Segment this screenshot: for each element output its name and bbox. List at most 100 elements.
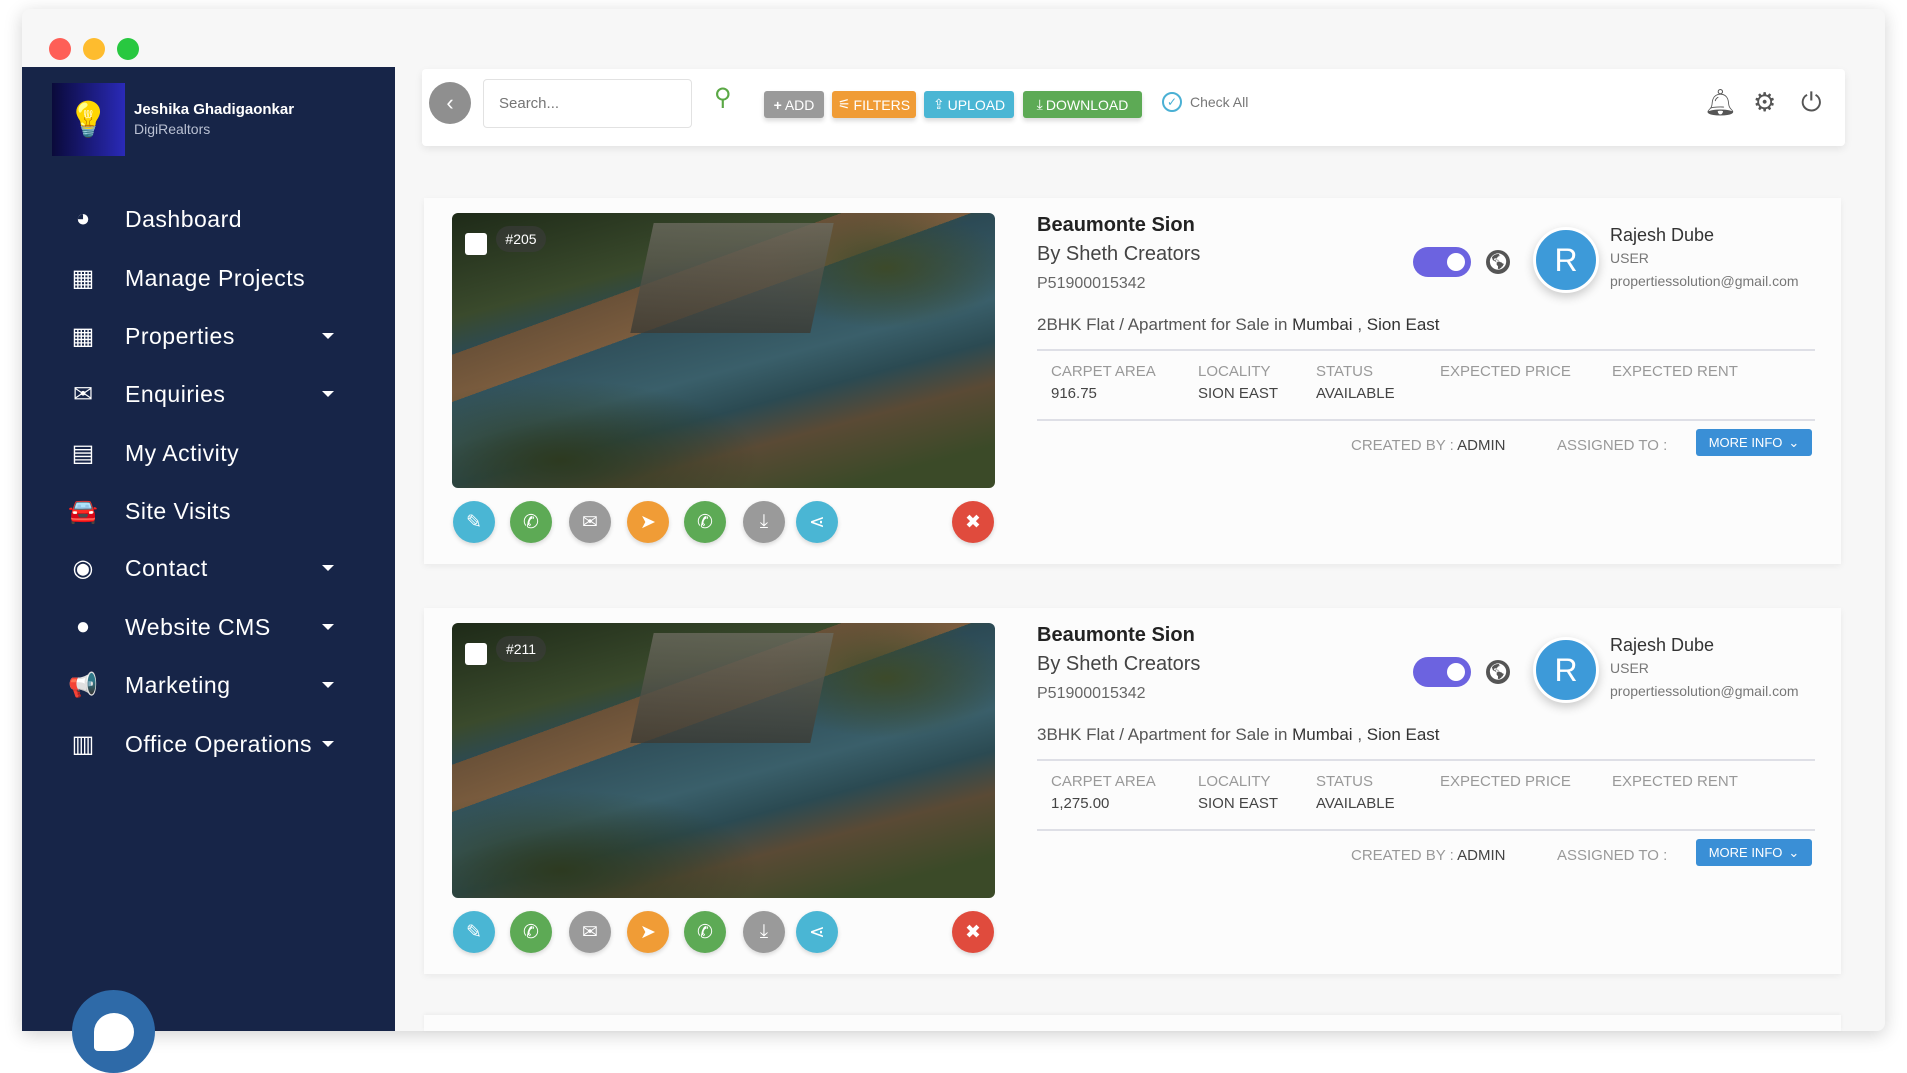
col-locality: LOCALITY	[1198, 363, 1271, 380]
caret-down-icon	[322, 333, 334, 339]
download-label: DOWNLOAD	[1045, 96, 1129, 113]
chat-button[interactable]	[72, 990, 155, 1073]
divider	[1037, 829, 1815, 831]
globe-icon: ●	[75, 613, 91, 640]
sidebar-item-website-cms[interactable]: ● Website CMS	[22, 607, 395, 647]
download-button[interactable]: ⤓ DOWNLOAD	[1023, 91, 1142, 118]
assigned-to-label: ASSIGNED TO :	[1557, 437, 1668, 454]
caret-down-icon	[322, 565, 334, 571]
col-expected-rent: EXPECTED RENT	[1612, 363, 1738, 380]
locality-value: SION EAST	[1198, 795, 1279, 812]
add-button[interactable]: + ADD	[764, 91, 824, 118]
envelope-icon: ✉	[582, 511, 598, 533]
property-image[interactable]: #205	[452, 213, 995, 488]
sidebar-item-marketing[interactable]: 📢 Marketing	[22, 665, 395, 705]
sidebar-item-site-visits[interactable]: 🚘 Site Visits	[22, 491, 395, 531]
sidebar-item-contact[interactable]: ◉ Contact	[22, 548, 395, 588]
listing-id-badge: #205	[496, 226, 546, 252]
filters-icon: ⚟	[837, 96, 851, 112]
sidebar-item-my-activity[interactable]: ▤ My Activity	[22, 433, 395, 473]
email-button[interactable]: ✉	[569, 911, 611, 953]
edit-button[interactable]: ✎	[453, 911, 495, 953]
select-checkbox[interactable]	[465, 233, 487, 255]
edit-button[interactable]: ✎	[453, 501, 495, 543]
whatsapp-button[interactable]: ✆	[684, 501, 726, 543]
caret-down-icon	[322, 624, 334, 630]
col-status: STATUS	[1316, 773, 1373, 790]
minimize-window-button[interactable]	[83, 38, 105, 60]
sidebar-item-dashboard[interactable]: ◕ Dashboard	[22, 199, 395, 239]
envelope-icon: ✉	[582, 921, 598, 943]
whatsapp-button[interactable]: ✆	[684, 911, 726, 953]
sidebar-item-label: Enquiries	[125, 380, 226, 407]
divider	[1037, 759, 1815, 761]
col-expected-rent: EXPECTED RENT	[1612, 773, 1738, 790]
send-button[interactable]: ➤	[627, 501, 669, 543]
download-listing-button[interactable]: ⤓	[743, 501, 785, 543]
power-icon[interactable]: ⏻	[1801, 87, 1822, 117]
sidebar-item-label: Properties	[125, 322, 235, 349]
search-input[interactable]	[483, 79, 692, 128]
filters-button[interactable]: ⚟ FILTERS	[832, 91, 916, 118]
close-window-button[interactable]	[49, 38, 71, 60]
agent-role: USER	[1610, 250, 1649, 266]
created-by: CREATED BY : ADMIN	[1351, 847, 1506, 864]
chat-bubble-icon	[93, 1012, 134, 1051]
publish-toggle[interactable]	[1413, 657, 1471, 687]
globe-icon[interactable]: 🌎︎	[1486, 250, 1510, 274]
download-listing-button[interactable]: ⤓	[743, 911, 785, 953]
check-all-label: Check All	[1190, 94, 1249, 110]
check-circle-icon: ✓	[1162, 92, 1182, 112]
gear-icon[interactable]: ⚙	[1753, 87, 1777, 117]
whatsapp-icon: ✆	[697, 921, 713, 943]
megaphone-icon: 📢	[68, 671, 98, 699]
whatsapp-icon: ✆	[697, 511, 713, 533]
check-all-button[interactable]: ✓ Check All	[1162, 92, 1248, 112]
send-button[interactable]: ➤	[627, 911, 669, 953]
divider	[1037, 349, 1815, 351]
delete-button[interactable]: ✖	[952, 501, 994, 543]
project-title[interactable]: Beaumonte Sion	[1037, 214, 1195, 236]
user-circle-icon: ◉	[72, 554, 94, 582]
download-icon: ⤓	[1036, 96, 1043, 112]
agent-name: Rajesh Dube	[1610, 635, 1715, 655]
edit-icon: ✎	[466, 921, 482, 943]
toolbar: ‹ ⚲ +ADD ⚟FILTERS ⇪UPLOAD ⤓DOWNLOAD ✓ Che…	[422, 69, 1845, 146]
agent-email: propertiessolution@gmail.com	[1610, 683, 1799, 699]
search-icon[interactable]: ⚲	[714, 84, 732, 111]
upload-button[interactable]: ⇪ UPLOAD	[924, 91, 1014, 118]
more-info-button[interactable]: MORE INFO ⌄	[1696, 429, 1812, 456]
area: Sion East	[1366, 315, 1440, 334]
email-button[interactable]: ✉	[569, 501, 611, 543]
avatar: R	[1533, 637, 1599, 703]
divider	[1037, 419, 1815, 421]
back-button[interactable]: ‹	[429, 82, 471, 124]
sidebar-item-label: My Activity	[125, 439, 240, 466]
sidebar-item-properties[interactable]: ▦ Properties	[22, 316, 395, 356]
delete-button[interactable]: ✖	[952, 911, 994, 953]
listing-card: #205 ✎ ✆ ✉ ➤ ✆ ⤓ ⋖ ✖ Beaumonte Sion By S…	[424, 198, 1841, 564]
more-info-button[interactable]: MORE INFO ⌄	[1696, 839, 1812, 866]
sidebar-item-label: Website CMS	[125, 613, 271, 640]
desc-text: 3BHK Flat / Apartment for Sale in	[1037, 725, 1293, 744]
share-button[interactable]: ⋖	[796, 501, 838, 543]
maximize-window-button[interactable]	[117, 38, 139, 60]
bell-icon[interactable]: 🔔︎	[1704, 87, 1738, 117]
share-button[interactable]: ⋖	[796, 911, 838, 953]
locality-value: SION EAST	[1198, 385, 1279, 402]
col-locality: LOCALITY	[1198, 773, 1271, 790]
sidebar-item-manage-projects[interactable]: ▦ Manage Projects	[22, 258, 395, 298]
call-button[interactable]: ✆	[510, 911, 552, 953]
status-value: AVAILABLE	[1316, 795, 1395, 812]
property-image[interactable]: #211	[452, 623, 995, 898]
project-title[interactable]: Beaumonte Sion	[1037, 624, 1195, 646]
sidebar-item-enquiries[interactable]: ✉ Enquiries	[22, 374, 395, 414]
sidebar-item-label: Dashboard	[125, 205, 243, 232]
paper-plane-icon: ➤	[640, 511, 656, 533]
call-button[interactable]: ✆	[510, 501, 552, 543]
globe-icon[interactable]: 🌎︎	[1486, 660, 1510, 684]
select-checkbox[interactable]	[465, 643, 487, 665]
publish-toggle[interactable]	[1413, 247, 1471, 277]
sidebar-item-office-operations[interactable]: ▥ Office Operations	[22, 724, 395, 764]
chevron-down-icon: ⌄	[1788, 434, 1800, 450]
